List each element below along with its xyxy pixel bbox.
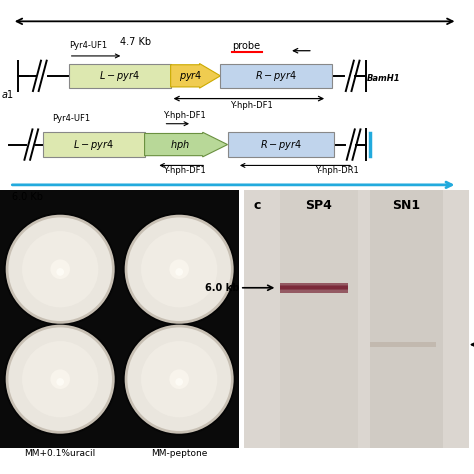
Text: probe: probe <box>232 41 260 51</box>
Ellipse shape <box>128 328 231 431</box>
Ellipse shape <box>175 378 183 386</box>
Text: 4.7 Kb: 4.7 Kb <box>119 37 151 47</box>
Text: BamH1: BamH1 <box>367 74 401 82</box>
Ellipse shape <box>141 341 217 418</box>
Text: $\it{L-pyr4}$: $\it{L-pyr4}$ <box>99 69 140 83</box>
Text: Y-hph-DF1: Y-hph-DF1 <box>230 101 273 110</box>
Bar <box>280 286 348 289</box>
Text: Y-hph-DF1: Y-hph-DF1 <box>164 166 206 175</box>
Ellipse shape <box>141 231 217 308</box>
Text: SP4: SP4 <box>305 199 332 212</box>
Bar <box>280 190 358 448</box>
FancyArrow shape <box>171 64 220 88</box>
Ellipse shape <box>56 268 64 276</box>
Ellipse shape <box>9 328 112 431</box>
Ellipse shape <box>123 323 236 436</box>
Text: MM-peptone: MM-peptone <box>151 449 207 458</box>
Text: $\it{a}$1: $\it{a}$1 <box>1 88 15 100</box>
Bar <box>244 190 469 448</box>
Text: Pyr4-UF1: Pyr4-UF1 <box>52 114 90 123</box>
Text: c: c <box>254 199 261 212</box>
Ellipse shape <box>125 215 234 324</box>
Ellipse shape <box>169 369 189 389</box>
Text: $\it{hph}$: $\it{hph}$ <box>170 137 190 152</box>
Text: Pyr4-UF1: Pyr4-UF1 <box>69 41 107 50</box>
Ellipse shape <box>4 213 117 326</box>
Ellipse shape <box>6 325 115 434</box>
Ellipse shape <box>6 215 115 324</box>
Bar <box>370 190 443 448</box>
Text: 6.0 kb: 6.0 kb <box>205 283 239 293</box>
Bar <box>69 64 171 88</box>
Text: $\it{L-pyr4}$: $\it{L-pyr4}$ <box>73 137 114 152</box>
Text: $\it{pyr4}$: $\it{pyr4}$ <box>179 69 202 83</box>
Text: MM+0.1%uracil: MM+0.1%uracil <box>25 449 96 458</box>
Ellipse shape <box>56 378 64 386</box>
Bar <box>43 132 145 157</box>
Ellipse shape <box>125 325 234 434</box>
Bar <box>220 64 332 88</box>
Ellipse shape <box>128 218 231 321</box>
Bar <box>370 342 436 347</box>
Ellipse shape <box>175 268 183 276</box>
Bar <box>280 283 348 293</box>
Ellipse shape <box>50 369 70 389</box>
Text: $\it{R-pyr4}$: $\it{R-pyr4}$ <box>255 69 297 83</box>
Text: Y-hph-DR1: Y-hph-DR1 <box>315 166 359 175</box>
Ellipse shape <box>50 259 70 279</box>
Ellipse shape <box>169 259 189 279</box>
Bar <box>0 190 239 448</box>
Text: SN1: SN1 <box>392 199 420 212</box>
Bar <box>280 285 348 290</box>
Bar <box>228 132 334 157</box>
Text: 6.0 Kb: 6.0 Kb <box>12 192 43 202</box>
Ellipse shape <box>22 231 99 308</box>
Ellipse shape <box>22 341 99 418</box>
Text: Y-hph-DF1: Y-hph-DF1 <box>164 111 206 120</box>
Ellipse shape <box>4 323 117 436</box>
Text: $\it{R-pyr4}$: $\it{R-pyr4}$ <box>260 137 302 152</box>
FancyArrow shape <box>145 132 228 157</box>
Ellipse shape <box>123 213 236 326</box>
Ellipse shape <box>9 218 112 321</box>
